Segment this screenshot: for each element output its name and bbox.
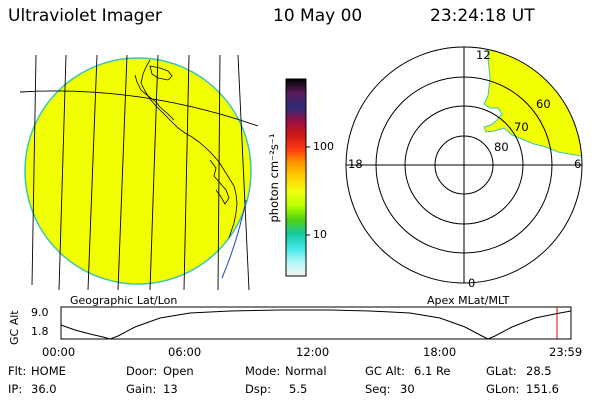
altitude-xtick-1200: 12:00 [296, 345, 330, 359]
instrument-title: Ultraviolet Imager [8, 6, 162, 26]
image-time: 23:24:18 UT [430, 6, 535, 26]
status-flt-value: HOME [31, 364, 66, 378]
terminator-line [221, 199, 247, 279]
status-mode-value: Normal [285, 364, 327, 378]
status-gcalt-key: GC Alt: [365, 364, 406, 378]
status-glon-value: 151.6 [526, 382, 559, 396]
mlat-label-80: 80 [494, 140, 509, 154]
altitude-xtick-1800: 18:00 [423, 345, 457, 359]
altitude-ytick-max: 9.0 [31, 306, 49, 319]
status-seq-value: 30 [400, 382, 415, 396]
coastline-peninsula [209, 159, 230, 205]
altitude-xtick-2359: 23:59 [549, 345, 583, 359]
status-ip-key: IP: [8, 382, 23, 396]
status-mode-key: Mode: [245, 364, 281, 378]
mlat-label-60: 60 [536, 97, 551, 111]
status-ip-value: 36.0 [31, 382, 57, 396]
mlt-label-06: 6 [574, 157, 582, 171]
status-door-key: Door: [126, 364, 158, 378]
mlat-label-70: 70 [514, 120, 529, 134]
altitude-xtick-0000: 00:00 [42, 345, 76, 359]
status-door-value: Open [163, 364, 194, 378]
status-seq-key: Seq: [365, 382, 391, 396]
earth-disk [24, 57, 252, 285]
status-glat-value: 28.5 [526, 364, 552, 378]
colorbar [285, 78, 310, 277]
mlt-label-12: 12 [476, 48, 491, 62]
altitude-curve [60, 309, 572, 340]
status-glat-key: GLat: [486, 364, 517, 378]
image-date: 10 May 00 [273, 6, 363, 26]
geographic-caption: Geographic Lat/Lon [70, 294, 178, 307]
status-flt-key: Flt: [8, 364, 27, 378]
status-gain-key: Gain: [126, 382, 157, 396]
altitude-ytick-min: 1.8 [31, 325, 49, 338]
island-outline [149, 65, 173, 81]
mlt-label-18: 18 [348, 157, 363, 171]
status-gain-value: 13 [163, 382, 178, 396]
colorbar-tick-100: 100 [313, 140, 334, 153]
longitude-lines [19, 54, 259, 291]
colorbar-tick-10: 10 [313, 228, 327, 241]
geographic-image [19, 54, 259, 291]
mlt-label-00: 0 [468, 276, 476, 290]
altitude-xtick-0600: 06:00 [168, 345, 202, 359]
polar-caption: Apex MLat/MLT [427, 294, 510, 307]
status-dsp-key: Dsp: [245, 382, 272, 396]
status-glon-key: GLon: [486, 382, 520, 396]
status-gcalt-value: 6.1 Re [414, 364, 451, 378]
polar-plot [345, 46, 583, 284]
altitude-ylabel: GC Alt [8, 310, 21, 345]
status-dsp-value: 5.5 [289, 382, 308, 396]
